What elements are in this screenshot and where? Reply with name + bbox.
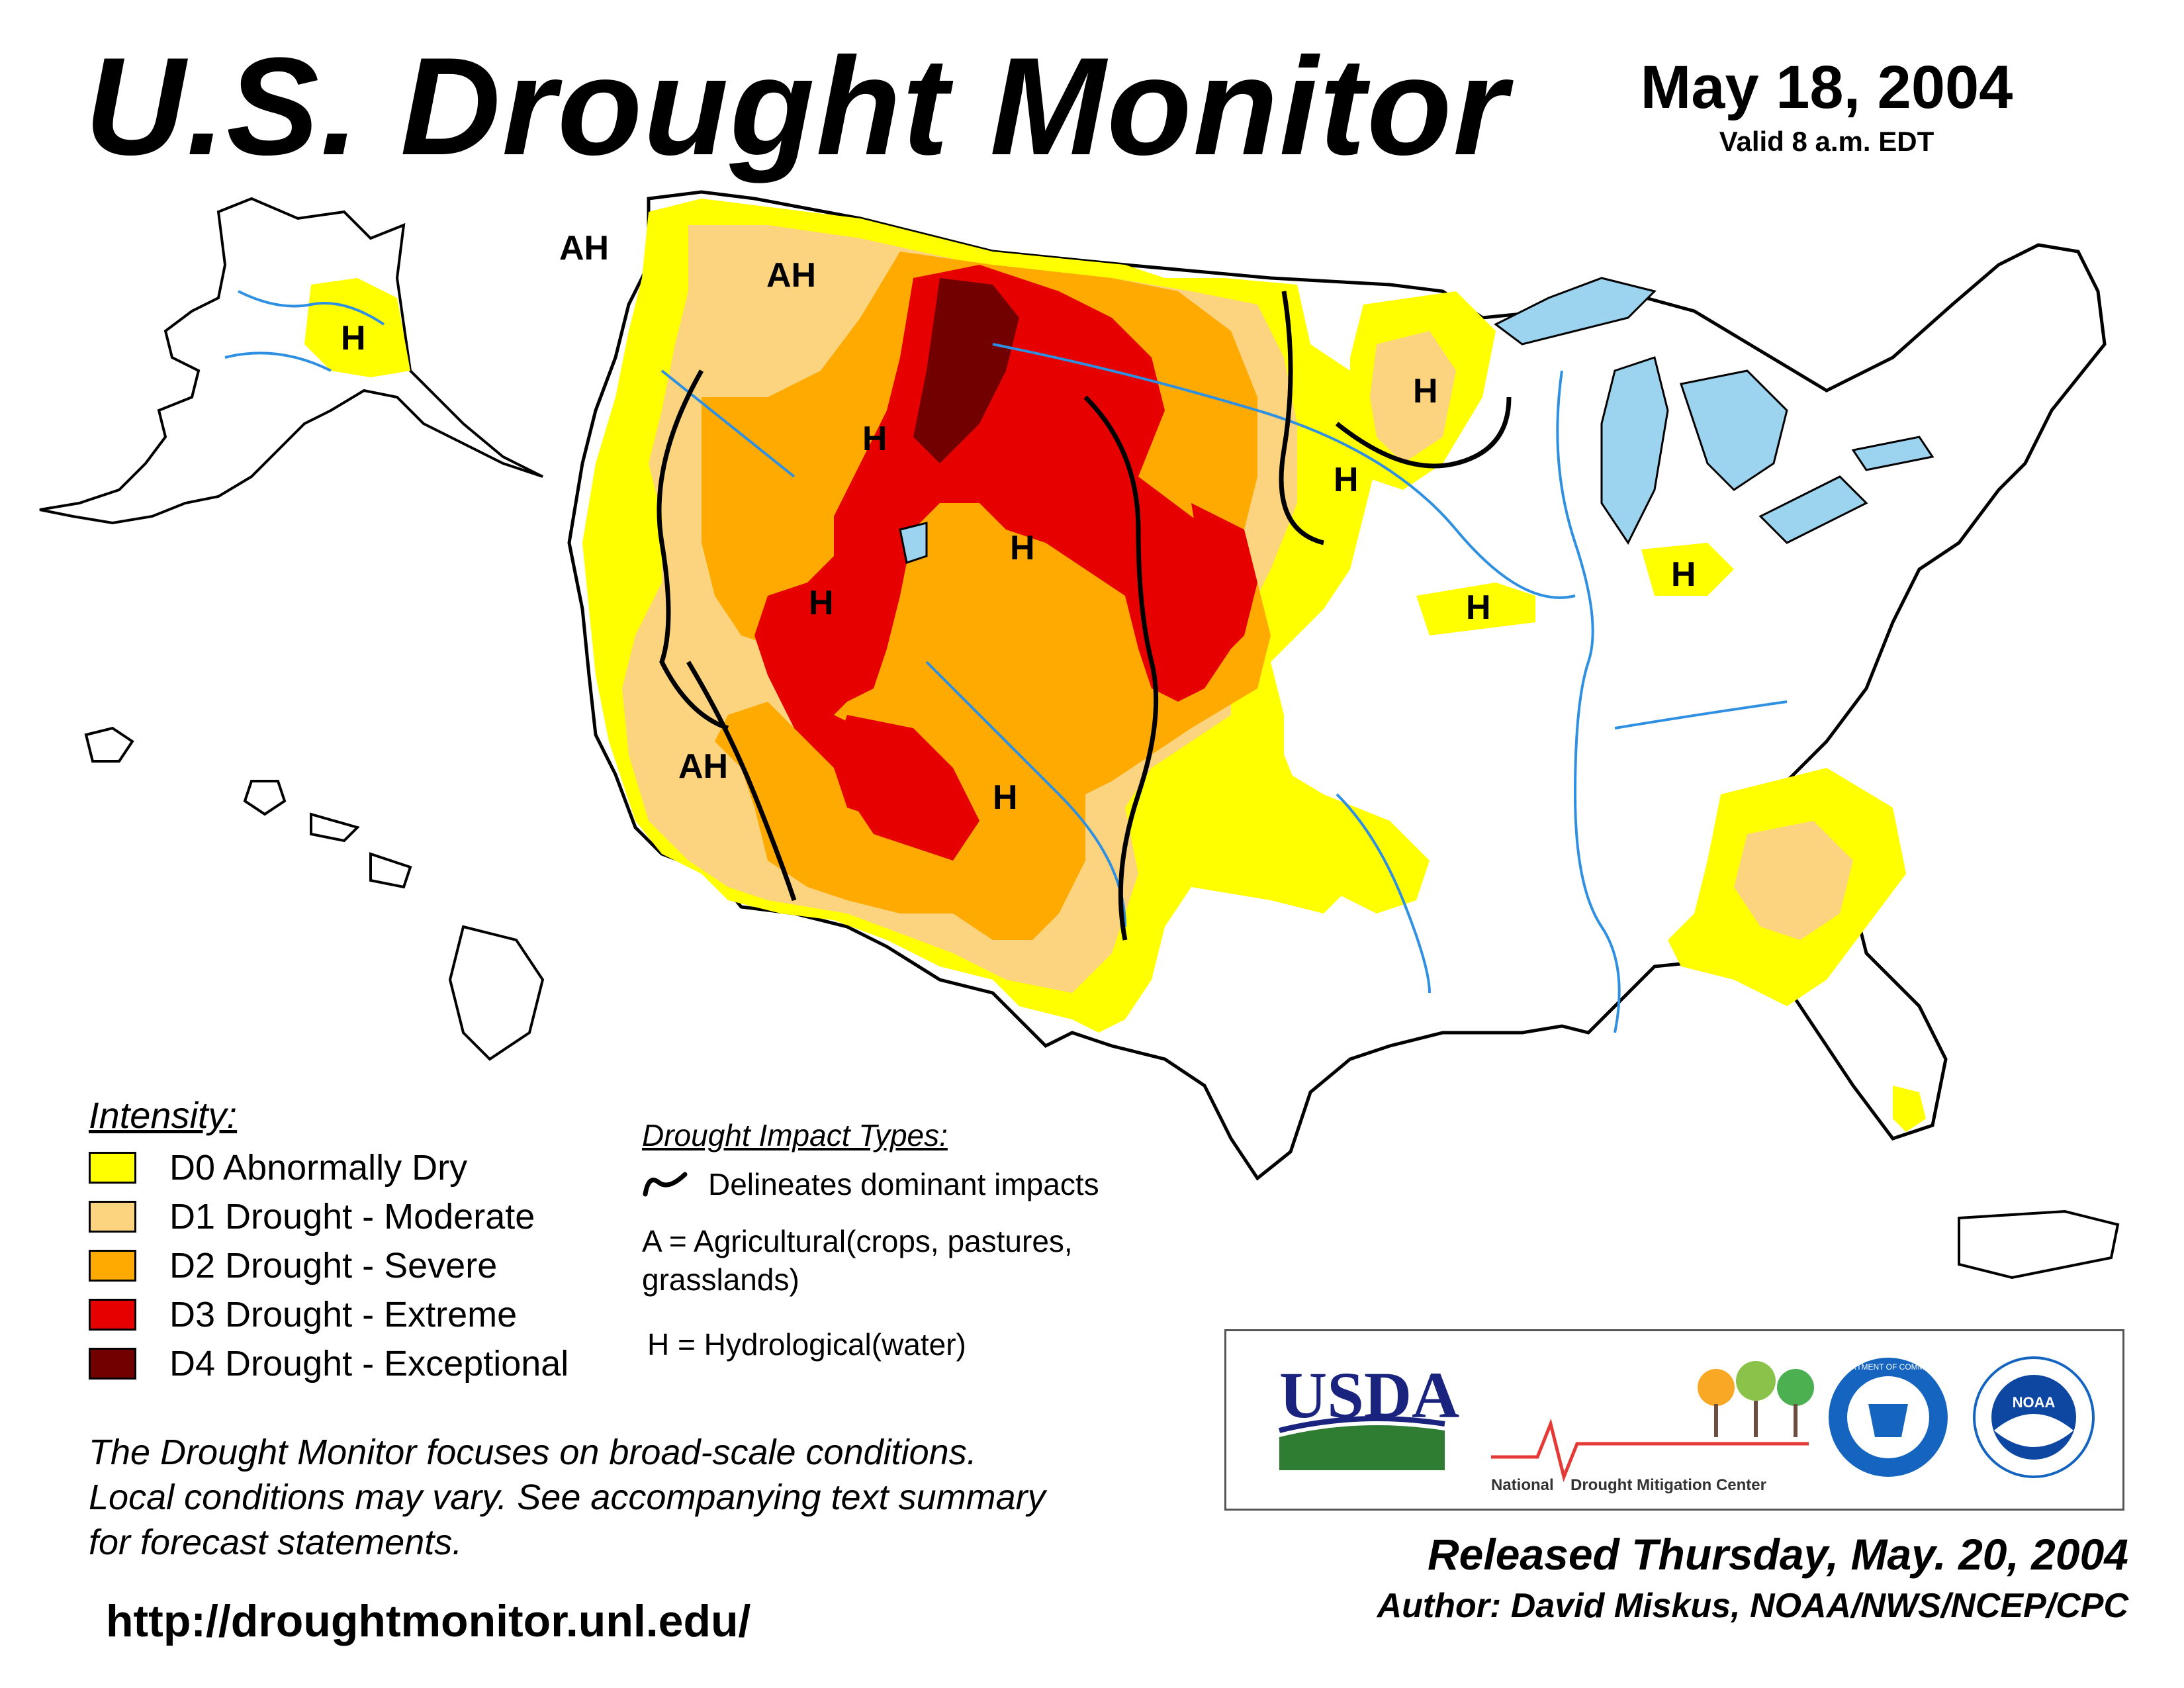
legend-swatch-d3 <box>89 1299 136 1331</box>
impact-agricultural: A = Agricultural(crops, pastures, grassl… <box>642 1224 1073 1297</box>
label-h-wy: H <box>1010 529 1035 567</box>
legend-swatch-d1 <box>89 1201 136 1233</box>
label-h-nv: H <box>809 584 834 622</box>
d1-mn <box>1370 331 1456 463</box>
label-ah-nw: AH <box>559 229 609 267</box>
svg-text:NOAA: NOAA <box>2013 1394 2056 1411</box>
impact-hydrological: H = Hydrological(water) <box>647 1327 966 1362</box>
impact-line-label: Delineates dominant impacts <box>708 1167 1099 1201</box>
d4-core <box>913 278 1019 463</box>
d3-ne-wy <box>1191 503 1257 662</box>
legend-label-d3: D3 Drought - Extreme <box>169 1295 518 1335</box>
label-h-id: H <box>862 420 887 458</box>
d0-fl <box>1893 1086 1926 1132</box>
author: Author: David Miskus, NOAA/NWS/NCEP/CPC <box>1377 1587 2128 1625</box>
d0-tx-ok <box>1165 755 1430 914</box>
website-link[interactable]: http://droughtmonitor.unl.edu/ <box>106 1596 751 1646</box>
ndmc-logo: National Drought Mitigation Center <box>1491 1361 1814 1494</box>
valid-time: Valid 8 a.m. EDT <box>1719 126 1934 157</box>
legend-item-d1: D1 Drought - Moderate <box>89 1197 535 1237</box>
noaa-logo: NOAA <box>1973 1356 2095 1478</box>
disclaimer: The Drought Monitor focuses on broad-sca… <box>89 1430 1214 1565</box>
great-lakes <box>899 277 1934 564</box>
impact-line-row: Delineates dominant impacts <box>642 1166 1099 1202</box>
d1-se <box>1734 821 1853 940</box>
map-labels: AH AH AH H H H H H H H H H <box>341 229 1696 817</box>
disclaimer-line-1: The Drought Monitor focuses on broad-sca… <box>89 1432 977 1472</box>
hawaii <box>84 726 545 1061</box>
d0-il <box>1416 583 1535 635</box>
legend-swatch-d4 <box>89 1348 136 1380</box>
legend-label-d2: D2 Drought - Severe <box>169 1246 498 1286</box>
label-h-il: H <box>1466 588 1491 627</box>
label-h-nm: H <box>993 778 1018 817</box>
d3-west <box>754 265 1244 861</box>
agency-logos: USDA National Drought Mitigation Center … <box>1224 1329 2124 1511</box>
released-date: Released Thursday, May. 20, 2004 <box>1428 1530 2128 1579</box>
department-of-commerce-seal: DEPARTMENT OF COMMERCE <box>1829 1358 1948 1477</box>
label-h-ak: H <box>341 319 366 357</box>
alaska <box>39 197 543 525</box>
legend-item-d0: D0 Abnormally Dry <box>89 1148 467 1188</box>
svg-text:Drought Mitigation Center: Drought Mitigation Center <box>1570 1476 1766 1494</box>
legend-item-d3: D3 Drought - Extreme <box>89 1295 517 1335</box>
d0-mi <box>1641 543 1734 596</box>
svg-text:DEPARTMENT OF COMMERCE: DEPARTMENT OF COMMERCE <box>1830 1362 1946 1372</box>
impact-title: Drought Impact Types: <box>642 1118 948 1152</box>
label-ah-ca: AH <box>678 747 728 786</box>
legend-label-d4: D4 Drought - Exceptional <box>169 1344 569 1383</box>
legend-swatch-d0 <box>89 1152 136 1184</box>
legend-swatch-d2 <box>89 1250 136 1282</box>
logos-svg: USDA National Drought Mitigation Center … <box>1279 1356 2095 1494</box>
map-title: U.S. Drought Monitor <box>85 28 1509 184</box>
legend-label-d1: D1 Drought - Moderate <box>169 1197 535 1237</box>
label-ah-id: AH <box>766 256 816 295</box>
map-date: May 18, 2004 <box>1640 54 2013 121</box>
puerto-rico <box>1958 1209 2120 1280</box>
legend-label-d0: D0 Abnormally Dry <box>169 1148 468 1188</box>
svg-text:National: National <box>1491 1476 1554 1494</box>
legend-item-d2: D2 Drought - Severe <box>89 1246 497 1286</box>
label-h-mn: H <box>1413 372 1438 410</box>
impact-line-icon <box>643 1172 688 1197</box>
usda-logo: USDA <box>1279 1358 1459 1470</box>
label-h-mn2: H <box>1334 461 1359 499</box>
disclaimer-line-2: Local conditions may vary. See accompany… <box>89 1477 1046 1517</box>
disclaimer-line-3: for forecast statements. <box>89 1523 463 1562</box>
legend-title: Intensity: <box>89 1094 238 1136</box>
label-h-mi: H <box>1671 555 1696 594</box>
legend-item-d4: D4 Drought - Exceptional <box>89 1344 569 1383</box>
d3-sw <box>834 715 979 861</box>
rivers <box>660 343 1788 1033</box>
impact-lines <box>657 291 1512 941</box>
